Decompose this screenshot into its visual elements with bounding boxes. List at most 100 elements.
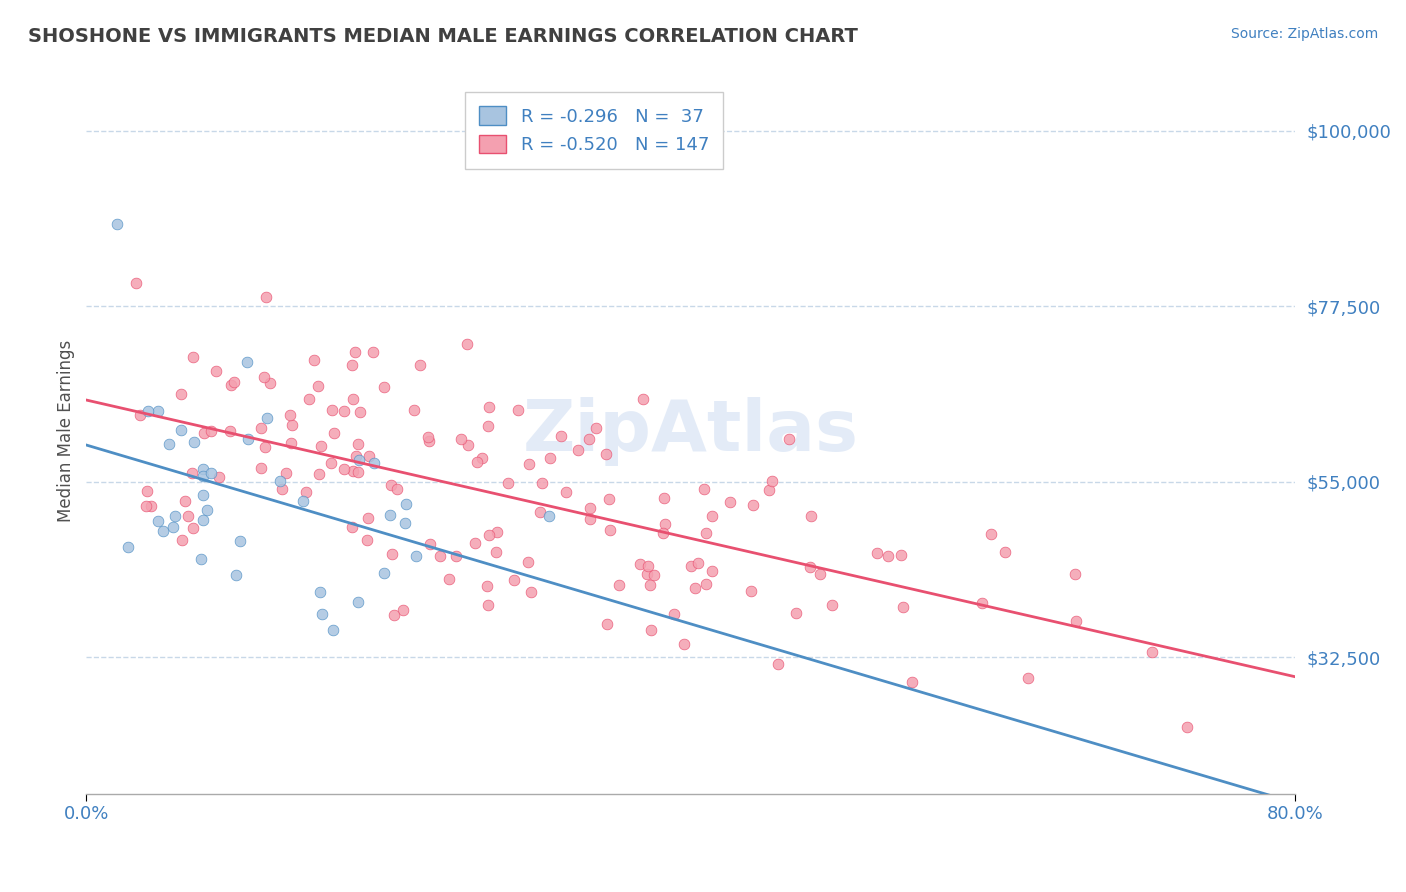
Text: Source: ZipAtlas.com: Source: ZipAtlas.com — [1230, 27, 1378, 41]
Point — [136, 483, 159, 498]
Point — [381, 548, 404, 562]
Point — [799, 560, 821, 574]
Point — [688, 556, 710, 570]
Point — [402, 402, 425, 417]
Point — [254, 290, 277, 304]
Point — [538, 451, 561, 466]
Point — [309, 584, 332, 599]
Point — [349, 404, 371, 418]
Point — [236, 355, 259, 369]
Point — [190, 552, 212, 566]
Point — [585, 421, 607, 435]
Point — [208, 470, 231, 484]
Point — [555, 484, 578, 499]
Point — [224, 375, 246, 389]
Point — [181, 521, 204, 535]
Point — [136, 404, 159, 418]
Point — [321, 456, 343, 470]
Point — [253, 369, 276, 384]
Point — [891, 600, 914, 615]
Point — [778, 432, 800, 446]
Point — [322, 624, 344, 638]
Point — [342, 464, 364, 478]
Point — [506, 402, 529, 417]
Point — [685, 581, 707, 595]
Point — [347, 437, 370, 451]
Point — [229, 534, 252, 549]
Point — [640, 577, 662, 591]
Point — [183, 351, 205, 365]
Point — [1064, 566, 1087, 581]
Point — [117, 540, 139, 554]
Point — [537, 509, 560, 524]
Point — [808, 567, 831, 582]
Point — [1064, 614, 1087, 628]
Point — [363, 344, 385, 359]
Point — [799, 509, 821, 524]
Point — [363, 457, 385, 471]
Point — [162, 519, 184, 533]
Point — [652, 491, 675, 506]
Point — [866, 546, 889, 560]
Point — [200, 424, 222, 438]
Point — [256, 411, 278, 425]
Point — [503, 573, 526, 587]
Point — [278, 409, 301, 423]
Point — [702, 509, 724, 524]
Point — [298, 392, 321, 407]
Point — [270, 483, 292, 497]
Point — [259, 376, 281, 391]
Point — [394, 516, 416, 530]
Point — [344, 345, 367, 359]
Point — [395, 496, 418, 510]
Point — [409, 359, 432, 373]
Point — [429, 549, 451, 563]
Point — [356, 533, 378, 548]
Point — [357, 511, 380, 525]
Text: ZipAtlas: ZipAtlas — [523, 397, 859, 466]
Point — [378, 508, 401, 523]
Point — [901, 674, 924, 689]
Point — [191, 469, 214, 483]
Point — [498, 476, 520, 491]
Point — [652, 525, 675, 540]
Point — [485, 524, 508, 539]
Point — [342, 519, 364, 533]
Point — [567, 443, 589, 458]
Point — [877, 549, 900, 563]
Point — [636, 566, 658, 581]
Point — [342, 392, 364, 406]
Point — [197, 503, 219, 517]
Point — [444, 549, 467, 563]
Point — [599, 523, 621, 537]
Point — [740, 583, 762, 598]
Point — [596, 617, 619, 632]
Point — [578, 432, 600, 446]
Point — [165, 508, 187, 523]
Point — [766, 657, 789, 671]
Y-axis label: Median Male Earnings: Median Male Earnings — [58, 340, 75, 522]
Point — [517, 458, 540, 472]
Point — [295, 484, 318, 499]
Point — [970, 596, 993, 610]
Point — [347, 595, 370, 609]
Point — [579, 501, 602, 516]
Point — [679, 558, 702, 573]
Point — [170, 423, 193, 437]
Point — [695, 525, 717, 540]
Point — [219, 378, 242, 392]
Point — [148, 514, 170, 528]
Point — [477, 419, 499, 434]
Point — [1140, 645, 1163, 659]
Point — [191, 462, 214, 476]
Point — [550, 429, 572, 443]
Point — [382, 607, 405, 622]
Point — [321, 403, 343, 417]
Point — [418, 430, 440, 444]
Point — [595, 447, 617, 461]
Point — [640, 624, 662, 638]
Point — [309, 439, 332, 453]
Point — [631, 392, 654, 406]
Point — [183, 435, 205, 450]
Point — [191, 512, 214, 526]
